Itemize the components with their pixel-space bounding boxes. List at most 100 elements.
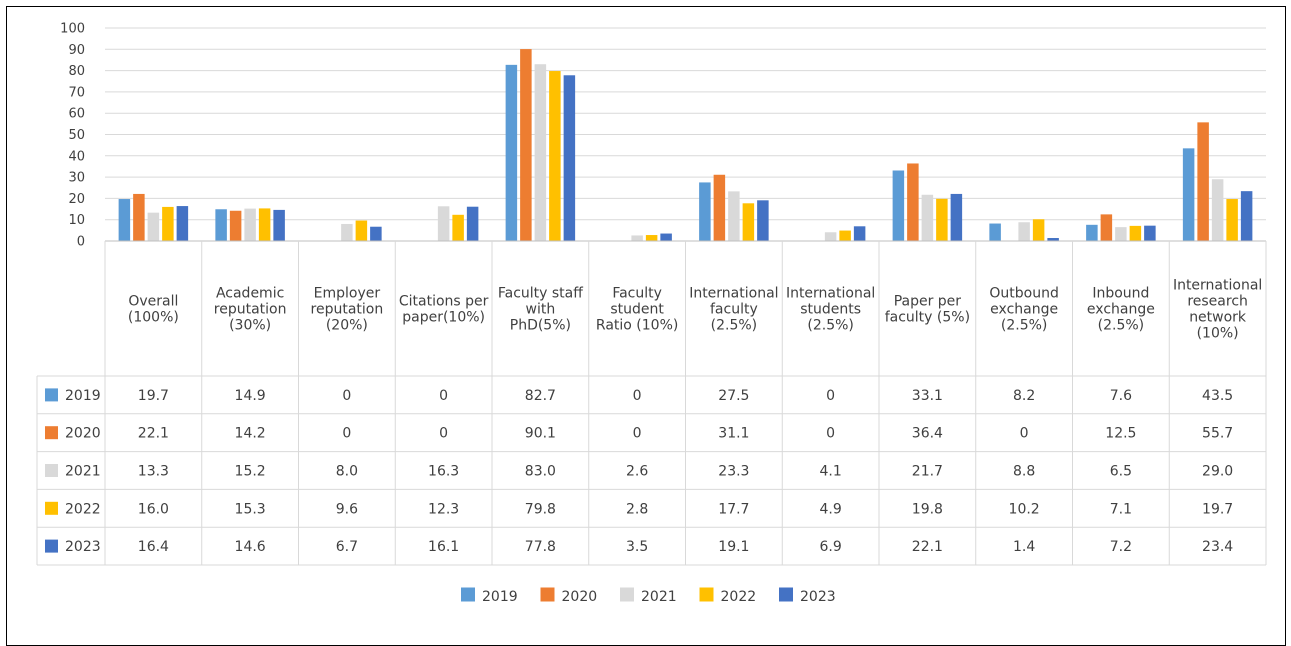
legend-label: 2022 xyxy=(721,589,757,605)
legend-swatch-2021 xyxy=(620,587,634,602)
data-label: 8.2 xyxy=(1013,388,1035,404)
legend-label: 2020 xyxy=(562,589,598,605)
bar-2021 xyxy=(921,194,934,241)
row-swatch-2022 xyxy=(45,501,58,515)
bar-2021 xyxy=(728,191,740,241)
bar-2020 xyxy=(229,210,242,241)
data-label: 43.5 xyxy=(1202,388,1233,404)
data-label: 2.8 xyxy=(626,501,648,517)
bar-2019 xyxy=(892,170,905,241)
category-label: Employer reputation (20%) xyxy=(311,286,384,334)
category-label: Inbound exchange (2.5%) xyxy=(1087,286,1155,334)
legend-label: 2023 xyxy=(800,589,836,605)
y-tick-label: 20 xyxy=(68,192,85,207)
data-label: 0 xyxy=(439,426,448,442)
data-label: 0 xyxy=(342,388,351,404)
data-label: 12.3 xyxy=(428,501,459,517)
data-label: 79.8 xyxy=(525,501,556,517)
row-swatch-2021 xyxy=(45,464,58,477)
data-label: 2.6 xyxy=(626,464,648,480)
y-tick-label: 0 xyxy=(77,235,85,250)
category-label: Outbound exchange (2.5%) xyxy=(989,286,1058,334)
data-label: 14.2 xyxy=(235,426,266,442)
category-label: International research network (10%) xyxy=(1173,278,1262,342)
data-label: 4.9 xyxy=(819,501,841,517)
bar-2022 xyxy=(742,203,755,241)
data-label: 8.0 xyxy=(336,464,358,480)
data-label: 90.1 xyxy=(525,426,556,442)
data-label: 0 xyxy=(1020,426,1029,442)
category-label: International faculty (2.5%) xyxy=(689,286,778,334)
row-swatch-2023 xyxy=(45,539,58,553)
data-label: 77.8 xyxy=(525,539,556,555)
y-tick-label: 60 xyxy=(68,107,85,122)
bar-2023 xyxy=(176,206,189,241)
category-label: Overall (100%) xyxy=(128,294,179,326)
bar-2020 xyxy=(907,163,919,241)
row-label: 2022 xyxy=(65,501,101,517)
category-label: Faculty student Ratio (10%) xyxy=(596,286,678,334)
category-label: Citations per paper(10%) xyxy=(399,294,489,326)
bar-2023 xyxy=(660,233,672,241)
bar-2023 xyxy=(950,193,963,241)
bar-2021 xyxy=(631,235,643,241)
category-label: Academic reputation (30%) xyxy=(214,286,287,334)
data-label: 0 xyxy=(633,388,642,404)
bar-2022 xyxy=(355,220,368,241)
category-label: Faculty staff with PhD(5%) xyxy=(498,286,583,334)
data-label: 12.5 xyxy=(1105,426,1136,442)
bar-2019 xyxy=(989,223,1001,241)
bar-chart-with-data-table: 0 10 20 30 40 50 60 70 80 90 100 Overall (100%) Acade… xyxy=(36,22,1267,605)
data-label: 7.1 xyxy=(1110,501,1132,517)
data-label: 6.9 xyxy=(819,539,841,555)
y-tick-label: 40 xyxy=(68,149,85,164)
legend-swatch-2022 xyxy=(699,587,714,602)
bar-2022 xyxy=(839,230,851,241)
bar-2022 xyxy=(1032,219,1045,241)
row-label: 2023 xyxy=(65,539,101,555)
bar-2023 xyxy=(370,226,382,241)
data-label: 36.4 xyxy=(912,426,943,442)
data-label: 0 xyxy=(826,426,835,442)
data-label: 14.9 xyxy=(235,388,266,404)
bar-2023 xyxy=(1240,191,1253,241)
data-label: 1.4 xyxy=(1013,539,1035,555)
row-label: 2019 xyxy=(65,388,101,404)
y-tick-label: 80 xyxy=(68,64,85,79)
bar-2020 xyxy=(1197,122,1209,241)
data-label: 15.3 xyxy=(235,501,266,517)
data-label: 9.6 xyxy=(336,501,358,517)
bar-2020 xyxy=(1100,214,1113,241)
data-label: 0 xyxy=(439,388,448,404)
legend-label: 2019 xyxy=(482,589,518,605)
bar-2019 xyxy=(215,209,227,241)
data-label: 6.7 xyxy=(336,539,358,555)
data-label: 15.2 xyxy=(235,464,266,480)
bar-2021 xyxy=(1115,227,1127,241)
bar-2019 xyxy=(1182,148,1195,241)
category-label: International students (2.5%) xyxy=(786,286,875,334)
bar-2019 xyxy=(118,199,131,241)
row-label: 2021 xyxy=(65,464,101,480)
row-swatch-2019 xyxy=(45,388,58,402)
data-label: 17.7 xyxy=(718,501,749,517)
bar-2022 xyxy=(452,214,464,241)
bar-2023 xyxy=(1144,225,1156,241)
data-label: 0 xyxy=(826,388,835,404)
data-label: 0 xyxy=(342,426,351,442)
bar-2022 xyxy=(258,208,271,241)
bar-2022 xyxy=(549,71,561,241)
bar-2023 xyxy=(563,75,576,241)
bar-2023 xyxy=(273,209,285,241)
data-label: 4.1 xyxy=(819,464,841,480)
bar-2021 xyxy=(244,208,256,241)
row-label: 2020 xyxy=(65,426,101,442)
data-label: 10.2 xyxy=(1009,501,1040,517)
data-label: 8.8 xyxy=(1013,464,1035,480)
y-tick-label: 90 xyxy=(68,43,85,58)
bar-2019 xyxy=(699,182,711,241)
data-label: 27.5 xyxy=(718,388,749,404)
data-label: 22.1 xyxy=(138,426,169,442)
bar-2019 xyxy=(1086,224,1098,241)
bar-2022 xyxy=(1226,199,1238,241)
